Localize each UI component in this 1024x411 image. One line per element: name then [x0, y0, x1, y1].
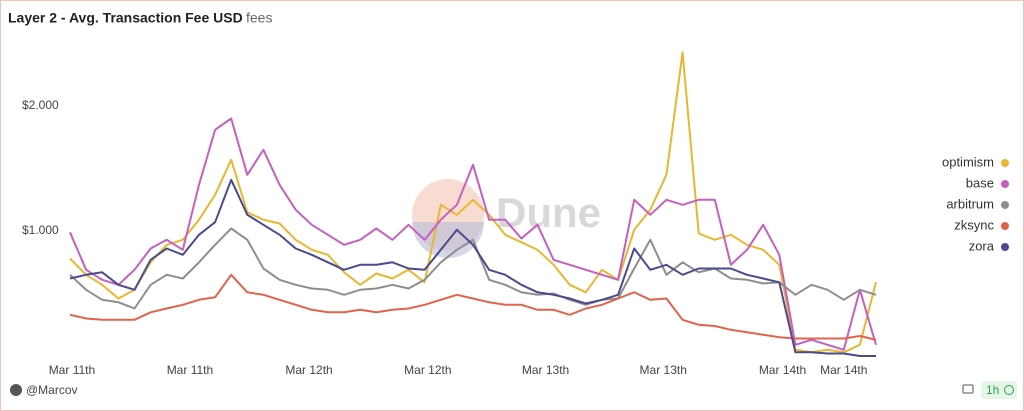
series-line: [69, 227, 877, 310]
chart-title: Layer 2 - Avg. Transaction Fee USD: [8, 10, 243, 26]
series-line: [69, 51, 877, 354]
refresh-icon: [1004, 385, 1014, 395]
legend-dot: [1001, 159, 1009, 167]
legend-label: arbitrum: [946, 196, 994, 211]
x-tick-label: Mar 14th: [759, 363, 806, 377]
x-tick-label: Mar 14th: [820, 363, 867, 377]
camera-icon[interactable]: [962, 384, 974, 394]
series-line: [69, 117, 877, 351]
avatar: [10, 384, 22, 396]
x-tick-label: Mar 11th: [167, 363, 213, 377]
x-tick-label: Mar 12th: [404, 363, 451, 377]
chart-subtitle: fees: [246, 10, 272, 26]
legend-label: zora: [969, 238, 995, 253]
legend-dot: [1001, 243, 1009, 251]
x-tick-label: Mar 12th: [285, 363, 332, 377]
refresh: 1h: [986, 383, 999, 397]
x-tick-label: Mar 13th: [640, 363, 687, 377]
legend-dot: [1001, 222, 1009, 230]
series-line: [69, 273, 877, 341]
author[interactable]: @Marcov: [26, 383, 78, 397]
y-tick-label: $1.000: [22, 223, 59, 237]
x-tick-label: Mar 13th: [522, 363, 569, 377]
legend-dot: [1001, 201, 1009, 209]
legend-dot: [1001, 180, 1009, 188]
legend-label: base: [966, 175, 994, 190]
watermark: Dune: [496, 189, 601, 236]
y-tick-label: $2.000: [22, 98, 59, 112]
legend-label: zksync: [954, 217, 994, 232]
x-tick-label: Mar 11th: [49, 363, 95, 377]
series-line: [69, 178, 876, 357]
legend-label: optimism: [942, 154, 994, 169]
